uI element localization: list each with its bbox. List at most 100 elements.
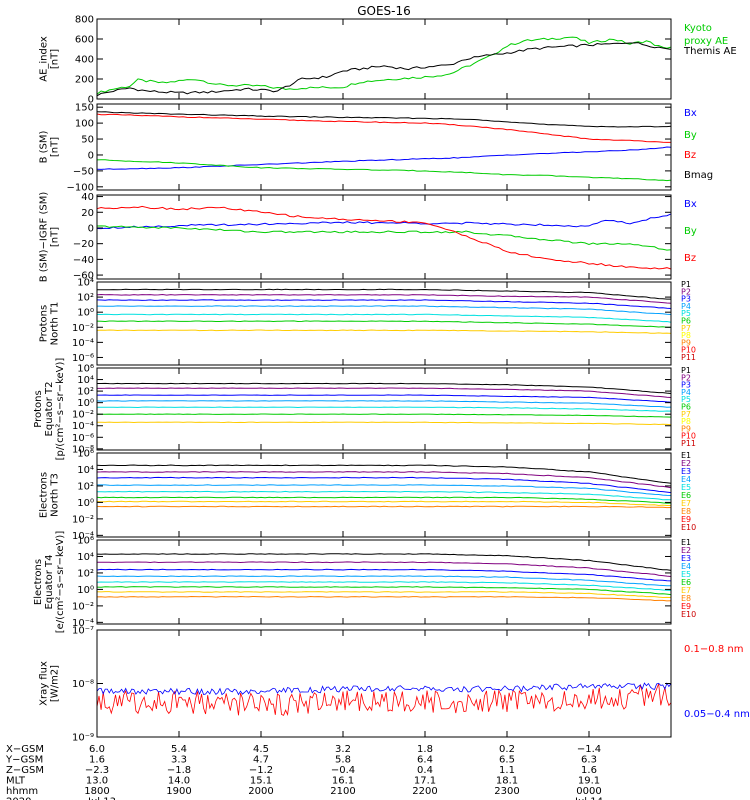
- y-tick-label-e_t4-5: 10⁻⁴: [72, 618, 94, 629]
- y-tick-label-xray-0: 10⁻⁷: [72, 626, 94, 637]
- y-tick-label-e_t4-1: 10⁴: [77, 552, 94, 563]
- series-p_t1-6: [96, 320, 672, 328]
- y-tick-label-p_t2-6: 10⁻⁶: [72, 433, 94, 444]
- x-axis-value-7-1: −1.4: [577, 744, 601, 755]
- x-axis-value-4-2: 5.8: [335, 755, 351, 766]
- legend-p_t2-7: P7: [681, 410, 691, 419]
- y-tick-label-bigrf-3: −20: [73, 239, 94, 250]
- y-tick-label-bigrf-0: 40: [81, 192, 94, 203]
- legend-ae-1: Kyoto: [684, 23, 712, 34]
- x-axis-value-7-4: 19.1: [578, 776, 600, 787]
- panel-frame-e_t3: [96, 452, 672, 538]
- legend-e_t4-7: E7: [681, 586, 691, 595]
- y-tick-label-p_t2-5: 10⁻⁴: [72, 421, 94, 432]
- legend-p_t2-11: P11: [681, 439, 696, 448]
- x-axis-value-5-2: 6.4: [417, 755, 433, 766]
- y-tick-label-p_t2-0: 10⁶: [77, 364, 94, 375]
- panel-ae: 0 200 400 600 800 AE_index [nT] Kyoto proxy AETh…: [39, 15, 737, 106]
- x-axis-value-5-4: 17.1: [414, 776, 436, 787]
- y-axis-label-e_t3-2: North T3: [50, 473, 61, 517]
- y-axis-label-p_t2-3: [p/(cm²−s−sr−keV)]: [55, 358, 66, 461]
- y-tick-label-ae-0: 0: [88, 95, 94, 106]
- series-ae-1: [96, 36, 672, 95]
- y-axis-label-bigrf-1: B (SM)−IGRF (SM): [39, 192, 50, 283]
- legend-e_t3-1: E1: [681, 451, 691, 460]
- y-tick-label-bigrf-4: −40: [73, 255, 94, 266]
- x-axis-value-1-5: 1800: [84, 786, 109, 797]
- series-ae-2: [96, 42, 672, 97]
- x-axis-value-6-4: 18.1: [496, 776, 518, 787]
- x-axis-row-label-3: Z−GSM: [6, 765, 44, 776]
- panel-e_t4: 10⁶ 10⁴ 10² 10⁰ 10⁻² 10⁻⁴ Electrons Equator T4[…: [33, 531, 696, 634]
- series-e_t4-4: [96, 575, 671, 587]
- x-axis-value-3-5: 2000: [248, 786, 273, 797]
- series-e_t4-2: [97, 561, 672, 577]
- x-axis-value-2-5: 1900: [166, 786, 191, 797]
- legend-p_t2-9: P9: [681, 424, 691, 433]
- x-axis-value-2-4: 14.0: [168, 776, 190, 787]
- legend-e_t3-5: E5: [681, 483, 691, 492]
- y-tick-label-e_t4-0: 10⁶: [77, 536, 94, 547]
- series-p_t1-3: [96, 299, 672, 309]
- series-e_t3-1: [96, 464, 672, 484]
- y-tick-label-bgsm-2: 50: [81, 135, 94, 146]
- legend-p_t2-4: P4: [681, 388, 691, 397]
- series-bgsm-2: [96, 113, 671, 143]
- y-tick-label-p_t2-7: 10⁻⁸: [72, 444, 94, 455]
- panel-bigrf: 40 20 0 −20 −40 −60 B (SM)−IGRF (SM) [nT] Bx By Bz: [39, 192, 697, 283]
- y-axis-label-bgsm-1: B (SM): [39, 130, 50, 163]
- legend-p_t2-1: P1: [681, 366, 691, 375]
- x-axis-value-4-5: 2100: [330, 786, 355, 797]
- x-axis-row-label-5: hhmm: [6, 786, 38, 797]
- y-tick-label-xray-2: 10⁻⁹: [72, 733, 94, 744]
- series-bgsm-1: [96, 111, 672, 128]
- y-tick-label-e_t4-4: 10⁻²: [72, 601, 94, 612]
- legend-bgsm-2: By: [684, 130, 697, 141]
- series-p_t1-4: [97, 305, 672, 315]
- x-axis-value-1-2: 1.6: [89, 755, 105, 766]
- x-axis-value-4-3: −0.4: [331, 765, 355, 776]
- series-p_t2-1: [97, 382, 672, 394]
- series-xray-1: [96, 683, 672, 717]
- y-tick-label-p_t1-0: 10⁴: [77, 278, 94, 289]
- y-tick-label-bigrf-2: 0: [88, 223, 94, 234]
- legend-p_t2-6: P6: [681, 403, 691, 412]
- y-tick-label-p_t1-4: 10⁻⁴: [72, 338, 94, 349]
- series-p_t2-6: [97, 413, 672, 418]
- legend-bigrf-3: Bz: [684, 253, 696, 264]
- series-p_t2-3: [97, 394, 672, 403]
- series-p_t2-7: [97, 421, 672, 426]
- legend-e_t4-8: E8: [681, 594, 691, 603]
- y-tick-label-p_t1-5: 10⁻⁶: [72, 353, 94, 364]
- y-tick-label-e_t4-2: 10²: [77, 568, 94, 579]
- legend-ae-2: proxy AE: [684, 36, 728, 47]
- panel-frame-p_t2: [96, 367, 672, 451]
- panel-frame-bgsm: [96, 103, 672, 191]
- x-axis-value-7-5: 0000: [576, 786, 601, 797]
- panel-frame-bigrf: [96, 194, 672, 280]
- x-axis-value-7-3: 1.6: [581, 765, 597, 776]
- panel-frame-e_t4: [96, 539, 672, 625]
- series-bigrf-3: [96, 205, 672, 270]
- legend-ae-3: Themis AE: [683, 46, 737, 57]
- series-bigrf-1: [96, 213, 672, 230]
- panel-frame-xray: [96, 629, 672, 738]
- series-e_t3-8: [96, 505, 672, 509]
- y-tick-label-bgsm-4: −50: [73, 166, 94, 177]
- legend-p_t1-2: P2: [681, 287, 691, 296]
- legend-bgsm-3: Bz: [684, 150, 696, 161]
- series-p_t1-7: [96, 329, 672, 334]
- legend-e_t4-9: E9: [681, 602, 691, 611]
- plot-title: GOES-16: [357, 4, 411, 18]
- legend-e_t3-6: E6: [681, 491, 691, 500]
- y-tick-label-xray-1: 10⁻⁸: [72, 679, 94, 690]
- legend-p_t1-3: P3: [681, 295, 691, 304]
- x-axis-row-label-4: MLT: [6, 776, 26, 787]
- legend-p_t1-1: P1: [681, 280, 691, 289]
- series-e_t3-2: [96, 471, 672, 489]
- series-e_t4-8: [96, 595, 672, 602]
- legend-p_t1-10: P10: [681, 346, 696, 355]
- y-tick-label-e_t3-2: 10²: [77, 481, 94, 492]
